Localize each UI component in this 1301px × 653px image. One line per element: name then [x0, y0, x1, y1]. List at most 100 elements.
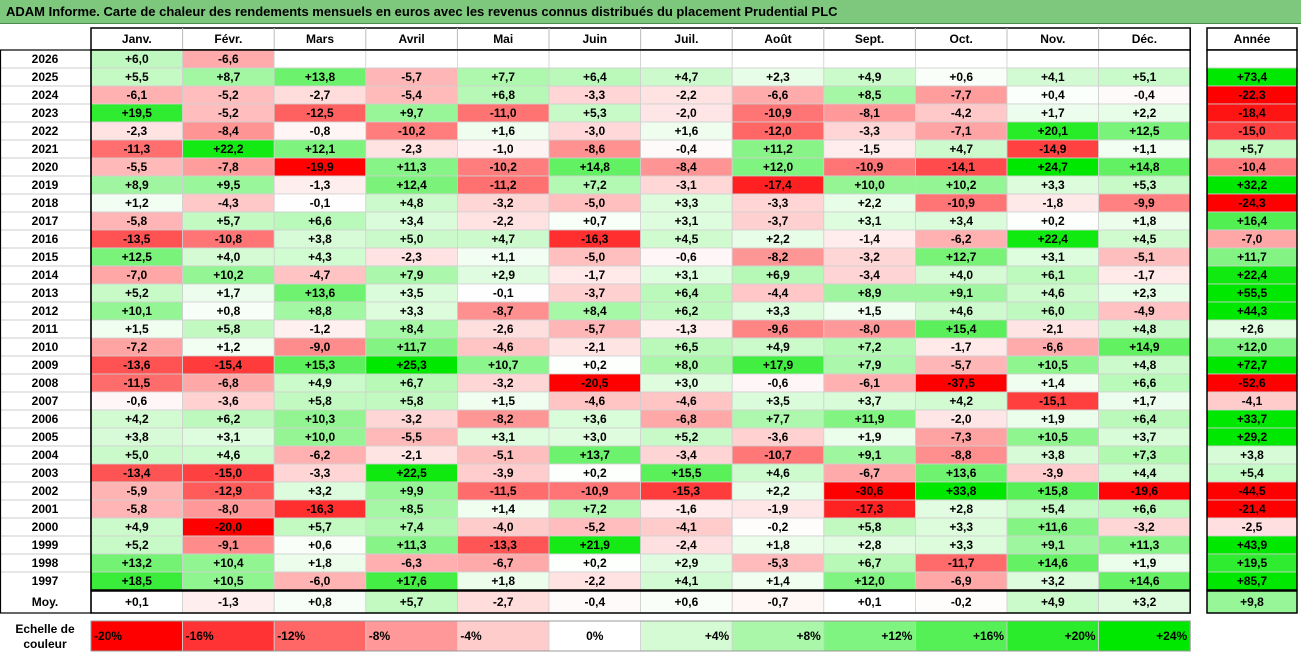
cell-value: +14,8: [1129, 160, 1160, 174]
annual-value: -2,5: [1242, 520, 1263, 534]
year-label: 2003: [32, 466, 59, 480]
cell-value: +0,2: [583, 466, 607, 480]
annual-value: -15,0: [1238, 124, 1266, 138]
cell-value: +8,9: [858, 286, 882, 300]
cell-value: +4,9: [858, 70, 882, 84]
cell-value: +4,5: [675, 232, 699, 246]
cell-value: -13,3: [490, 538, 518, 552]
cell-value: +1,4: [1041, 376, 1065, 390]
cell-value: +3,1: [491, 430, 515, 444]
heatmap-cell: [273, 49, 367, 69]
cell-value: -13,5: [123, 232, 151, 246]
cell-value: -4,7: [310, 268, 331, 282]
cell-value: -11,5: [490, 484, 517, 498]
cell-value: +3,1: [675, 214, 699, 228]
cell-value: -4,3: [218, 196, 239, 210]
cell-value: +21,9: [580, 538, 611, 552]
cell-value: +9,1: [858, 448, 882, 462]
cell-value: +5,8: [308, 394, 332, 408]
cell-value: +1,8: [766, 538, 790, 552]
title-bar: ADAM Informe. Carte de chaleur des rende…: [0, 0, 1301, 24]
cell-value: +0,7: [583, 214, 607, 228]
cell-value: -12,9: [215, 484, 243, 498]
cell-value: -1,7: [1134, 268, 1155, 282]
heatmap-cell: [823, 49, 916, 69]
heatmap-cell: [731, 49, 825, 69]
cell-value: -8,4: [676, 160, 697, 174]
month-header-label: Déc.: [1132, 32, 1157, 46]
cell-value: +14,8: [580, 160, 611, 174]
cell-value: -5,0: [584, 250, 605, 264]
cell-value: +4,6: [217, 448, 241, 462]
cell-value: +13,7: [580, 448, 611, 462]
cell-value: -10,9: [856, 160, 884, 174]
cell-value: +6,4: [583, 70, 607, 84]
cell-value: -2,6: [493, 322, 514, 336]
cell-value: +3,5: [400, 286, 424, 300]
cell-value: -5,8: [126, 502, 147, 516]
cell-value: +6,0: [125, 52, 149, 66]
cell-value: -6,8: [676, 412, 697, 426]
year-label: 2022: [32, 124, 59, 138]
cell-value: -0,6: [768, 376, 789, 390]
year-label: 2000: [32, 520, 59, 534]
heatmap-cell: [456, 49, 550, 69]
cell-value: +4,0: [949, 268, 973, 282]
cell-value: +5,8: [858, 520, 882, 534]
scale-label: +16%: [973, 629, 1004, 643]
cell-value: +5,1: [1133, 70, 1157, 84]
avg-value: +0,1: [858, 595, 882, 609]
cell-value: +2,9: [675, 556, 699, 570]
cell-value: +4,3: [308, 250, 332, 264]
cell-value: +3,5: [766, 394, 790, 408]
cell-value: +6,7: [400, 376, 424, 390]
cell-value: +5,7: [217, 214, 241, 228]
year-label: 2023: [32, 106, 59, 120]
cell-value: +5,2: [125, 286, 149, 300]
cell-value: -12,0: [764, 124, 792, 138]
annual-value: +44,3: [1237, 304, 1268, 318]
cell-value: +4,7: [491, 232, 515, 246]
cell-value: +7,2: [583, 178, 607, 192]
cell-value: +1,2: [125, 196, 149, 210]
cell-value: +8,9: [125, 178, 149, 192]
cell-value: +3,8: [1041, 448, 1065, 462]
cell-value: +9,1: [1041, 538, 1065, 552]
cell-value: -8,1: [859, 106, 880, 120]
cell-value: +14,6: [1129, 574, 1160, 588]
cell-value: -16,3: [306, 502, 334, 516]
cell-value: -5,5: [401, 430, 422, 444]
avg-value: -2,7: [493, 595, 514, 609]
cell-value: -7,8: [218, 160, 239, 174]
cell-value: +0,2: [583, 358, 607, 372]
cell-value: -6,9: [951, 574, 972, 588]
cell-value: -6,6: [1042, 340, 1063, 354]
cell-value: +24,7: [1038, 160, 1069, 174]
cell-value: +10,1: [122, 304, 153, 318]
cell-value: +3,2: [1041, 574, 1065, 588]
cell-value: +5,5: [125, 70, 149, 84]
year-label: 2006: [32, 412, 59, 426]
year-label: 1999: [32, 538, 59, 552]
cell-value: +7,2: [858, 340, 882, 354]
year-label: 1997: [32, 574, 59, 588]
annual-value: +32,2: [1237, 178, 1268, 192]
month-header-label: Janv.: [122, 32, 152, 46]
cell-value: +4,0: [217, 250, 241, 264]
cell-value: +11,6: [1038, 520, 1068, 534]
cell-value: -5,5: [126, 160, 147, 174]
cell-value: -6,3: [401, 556, 422, 570]
avg-value: +0,8: [308, 595, 332, 609]
cell-value: -30,6: [856, 484, 884, 498]
annual-value: +5,4: [1240, 466, 1264, 480]
annual-value: +11,7: [1237, 250, 1267, 264]
cell-value: -8,4: [218, 124, 239, 138]
cell-value: -10,9: [581, 484, 609, 498]
cell-value: +5,3: [583, 106, 607, 120]
cell-value: +9,1: [949, 286, 973, 300]
cell-value: -15,3: [673, 484, 701, 498]
cell-value: +1,1: [1133, 142, 1157, 156]
cell-value: -9,9: [1134, 196, 1155, 210]
cell-value: +4,9: [125, 520, 149, 534]
cell-value: +9,9: [400, 484, 424, 498]
